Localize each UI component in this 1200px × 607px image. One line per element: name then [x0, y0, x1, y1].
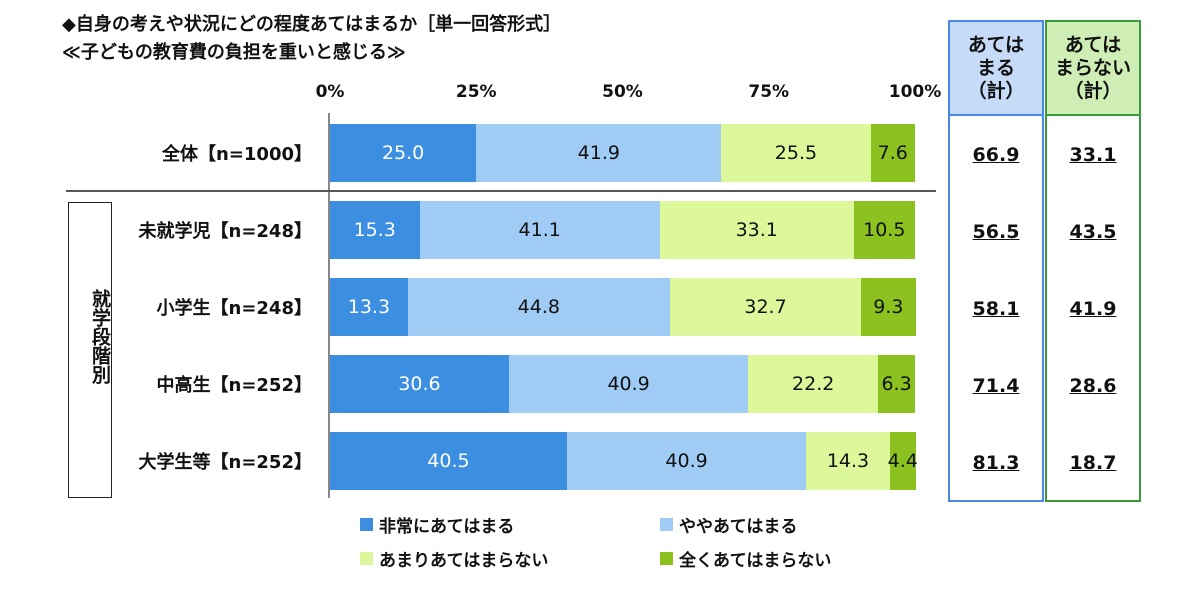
- chart-title: ◆自身の考えや状況にどの程度あてはまるか［単一回答形式］: [62, 14, 562, 35]
- stacked-bar: 15.3 41.1 33.1 10.5: [330, 201, 915, 259]
- stacked-bar: 40.5 40.9 14.3 4.4: [330, 432, 918, 490]
- bar-segment: 10.5: [853, 201, 915, 259]
- total-no-value: 18.7: [1069, 452, 1117, 474]
- total-yes-value: 71.4: [972, 375, 1020, 397]
- legend-item: 非常にあてはまる: [360, 512, 514, 537]
- bar-segment: 44.8: [407, 278, 670, 336]
- stacked-bar: 25.0 41.9 25.5 7.6: [330, 124, 915, 182]
- data-label: 15.3: [353, 219, 396, 241]
- bar-segment: 25.5: [721, 124, 871, 182]
- category-label: 未就学児【n=248】: [138, 221, 312, 242]
- data-label: 32.7: [744, 296, 787, 318]
- legend-item: あまりあてはまらない: [360, 546, 548, 571]
- data-label: 30.6: [398, 373, 441, 395]
- category-label: 中高生【n=252】: [156, 375, 312, 396]
- separator-line: [66, 190, 936, 192]
- legend-label: 全くあてはまらない: [679, 551, 832, 571]
- x-tick-label: 75%: [748, 82, 790, 102]
- bar-segment: 32.7: [669, 278, 862, 336]
- bar-segment: 40.9: [566, 432, 807, 490]
- summary-yes-header: あては まる （計）: [950, 22, 1042, 114]
- data-label: 25.0: [381, 142, 425, 164]
- data-label: 4.4: [887, 450, 918, 472]
- y-axis-line: [328, 113, 330, 498]
- legend-label: ややあてはまる: [679, 517, 798, 537]
- data-label: 14.3: [826, 450, 870, 472]
- summary-no-divider: [1047, 114, 1139, 116]
- data-label: 40.5: [427, 450, 470, 472]
- total-no-value: 41.9: [1069, 298, 1117, 320]
- bar-segment: 41.1: [419, 201, 660, 259]
- data-label: 9.3: [873, 296, 904, 318]
- x-tick-label: 50%: [602, 82, 643, 102]
- data-label: 7.6: [877, 142, 908, 164]
- legend-label: あまりあてはまらない: [379, 551, 549, 571]
- bar-segment: 41.9: [476, 124, 722, 182]
- total-yes-value: 66.9: [972, 144, 1020, 166]
- data-label: 10.5: [863, 219, 906, 241]
- data-label: 13.3: [347, 296, 391, 318]
- data-label: 44.8: [517, 296, 560, 318]
- legend-item: ややあてはまる: [660, 512, 797, 537]
- bar-segment: 14.3: [806, 432, 890, 490]
- bar-segment: 7.6: [870, 124, 915, 182]
- data-label: 41.9: [577, 142, 620, 164]
- total-no-value: 28.6: [1069, 375, 1117, 397]
- data-label: 6.3: [881, 373, 912, 395]
- x-tick-label: 0%: [315, 82, 345, 102]
- data-label: 33.1: [735, 219, 778, 241]
- summary-yes-divider: [950, 114, 1042, 116]
- group-label: 就学段階別: [89, 289, 111, 384]
- legend-label: 非常にあてはまる: [379, 517, 515, 537]
- data-label: 25.5: [774, 142, 818, 164]
- summary-no-column: あては まらない （計） 33.1 43.5 41.9 28.6 18.7: [1045, 20, 1141, 502]
- bar-segment: 30.6: [330, 355, 509, 413]
- category-label: 小学生【n=248】: [156, 298, 312, 319]
- bar-segment: 40.5: [330, 432, 567, 490]
- x-tick-label: 25%: [455, 82, 497, 102]
- bar-segment: 15.3: [330, 201, 420, 259]
- bar-segment: 22.2: [748, 355, 879, 413]
- legend-swatch: [360, 518, 373, 531]
- total-yes-value: 58.1: [972, 298, 1020, 320]
- group-bracket: 就学段階別: [68, 202, 112, 498]
- legend-swatch: [660, 518, 673, 531]
- data-label: 40.9: [607, 373, 650, 395]
- x-tick-label: 100%: [888, 82, 942, 102]
- stacked-bar: 13.3 44.8 32.7 9.3: [330, 278, 916, 336]
- category-label: 大学生等【n=252】: [138, 452, 312, 473]
- legend-swatch: [360, 552, 373, 565]
- total-no-value: 43.5: [1069, 221, 1117, 243]
- category-label: 全体【n=1000】: [162, 144, 312, 165]
- bar-segment: 33.1: [659, 201, 854, 259]
- data-label: 41.1: [518, 219, 561, 241]
- bar-segment: 13.3: [330, 278, 408, 336]
- bar-segment: 9.3: [861, 278, 916, 336]
- legend-item: 全くあてはまらない: [660, 546, 831, 571]
- data-label: 40.9: [665, 450, 708, 472]
- total-yes-value: 56.5: [972, 221, 1020, 243]
- legend-swatch: [660, 552, 673, 565]
- bar-segment: 25.0: [330, 124, 477, 182]
- total-yes-value: 81.3: [972, 452, 1020, 474]
- bar-segment: 6.3: [878, 355, 915, 413]
- bar-segment: 4.4: [887, 432, 918, 490]
- summary-no-header: あては まらない （計）: [1047, 22, 1139, 114]
- bar-segment: 40.9: [509, 355, 749, 413]
- stacked-bar: 30.6 40.9 22.2 6.3: [330, 355, 915, 413]
- total-no-value: 33.1: [1069, 144, 1117, 166]
- chart-subtitle: ≪子どもの教育費の負担を重いと感じる≫: [62, 42, 406, 63]
- data-label: 22.2: [792, 373, 835, 395]
- summary-yes-column: あては まる （計） 66.9 56.5 58.1 71.4 81.3: [948, 20, 1044, 502]
